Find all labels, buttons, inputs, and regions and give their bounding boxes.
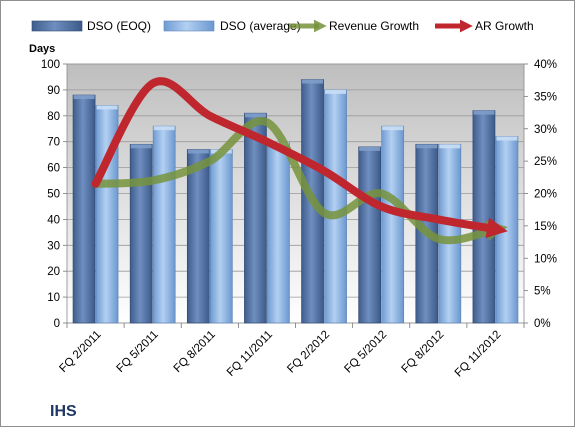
x-tick-label: FQ 11/2012 [453, 329, 504, 380]
bar-cap [96, 105, 118, 110]
y-left-tick-label: 70 [47, 137, 60, 149]
bar-dso-average [324, 89, 347, 324]
y-left-tick-label: 40 [47, 214, 60, 226]
x-tick-label: FQ 5/2011 [114, 329, 160, 375]
bar-dso-average [267, 141, 290, 324]
y-right-tick-label: 0% [534, 318, 551, 330]
bar-cap [187, 149, 209, 154]
bar-cap [359, 146, 381, 151]
bar-cap [439, 144, 461, 149]
line-series [91, 77, 508, 245]
y-left-tick-label: 20 [47, 266, 60, 278]
bar-cap [302, 79, 324, 84]
bar-cap [325, 89, 347, 94]
y-axis-right: 0% 5% 10% 15% 20% 25% 30% 35% 40% [524, 59, 557, 330]
y-axis-title: Days [29, 43, 55, 55]
bar-dso-eoq [72, 94, 96, 324]
y-left-tick-label: 80 [47, 111, 60, 123]
bar-cap [382, 126, 404, 131]
x-tick-label: FQ 2/2012 [285, 329, 332, 376]
legend-item-revenue-growth: Revenue Growth [289, 19, 419, 33]
y-left-tick-label: 100 [41, 59, 60, 71]
bar-dso-eoq [186, 149, 210, 324]
bar-dso-average [209, 149, 233, 324]
bar-cap [496, 136, 518, 141]
bar-cap [153, 126, 175, 131]
x-axis: FQ 2/2011 FQ 5/2011 FQ 8/2011 FQ 11/2011 FQ … [57, 323, 525, 380]
y-left-tick-label: 0 [54, 318, 60, 330]
x-tick-label: FQ 2/2011 [57, 329, 103, 375]
company-label: IHS [50, 403, 77, 420]
bar-dso-eoq [244, 112, 267, 324]
bar-cap [416, 144, 438, 149]
bar-dso-average [381, 125, 405, 324]
y-right-tick-label: 30% [534, 124, 557, 136]
legend-label-dso-average: DSO (average) [220, 19, 301, 33]
bar-dso-eoq [358, 146, 382, 324]
line-ar-growth [91, 77, 508, 238]
y-right-tick-label: 40% [534, 59, 557, 71]
legend-label-dso-eoq: DSO (EOQ) [87, 19, 151, 33]
line-revenue-growth [91, 117, 508, 245]
bar-dso-average [152, 125, 176, 324]
bar-cap [244, 113, 266, 118]
legend-swatch-dso-eoq [31, 20, 83, 32]
legend-item-dso-average: DSO (average) [163, 19, 301, 33]
legend: DSO (EOQ) DSO (average) Revenue Growth A… [31, 19, 534, 33]
bar-dso-eoq [129, 143, 153, 324]
y-right-tick-label: 5% [534, 286, 551, 298]
legend-label-revenue-growth: Revenue Growth [329, 19, 419, 33]
y-right-tick-label: 35% [534, 91, 557, 103]
bar-dso-eoq [472, 110, 496, 324]
legend-item-ar-growth: AR Growth [435, 19, 534, 33]
y-right-tick-label: 10% [534, 253, 557, 265]
y-left-tick-label: 50 [47, 189, 60, 201]
bar-dso-average [438, 143, 462, 324]
legend-label-ar-growth: AR Growth [475, 19, 534, 33]
legend-item-dso-eoq: DSO (EOQ) [31, 19, 151, 33]
y-left-tick-label: 30 [47, 240, 60, 252]
x-tick-label: FQ 5/2012 [342, 329, 389, 376]
y-right-tick-label: 20% [534, 189, 557, 201]
bar-cap [130, 144, 152, 149]
y-axis-left: 0 10 20 30 40 50 60 70 80 90 100 [41, 59, 67, 330]
y-left-tick-label: 90 [47, 85, 60, 97]
legend-swatch-dso-average [163, 20, 215, 32]
bar-cap [473, 110, 495, 115]
bar-cap [73, 95, 95, 100]
x-tick-label: FQ 8/2012 [400, 329, 447, 376]
x-tick-label: FQ 11/2011 [225, 329, 275, 379]
x-tick-label: FQ 8/2011 [172, 329, 218, 375]
y-right-tick-label: 15% [534, 221, 557, 233]
y-right-tick-label: 25% [534, 156, 557, 168]
y-left-tick-label: 60 [47, 163, 60, 175]
y-left-tick-label: 10 [47, 292, 60, 304]
